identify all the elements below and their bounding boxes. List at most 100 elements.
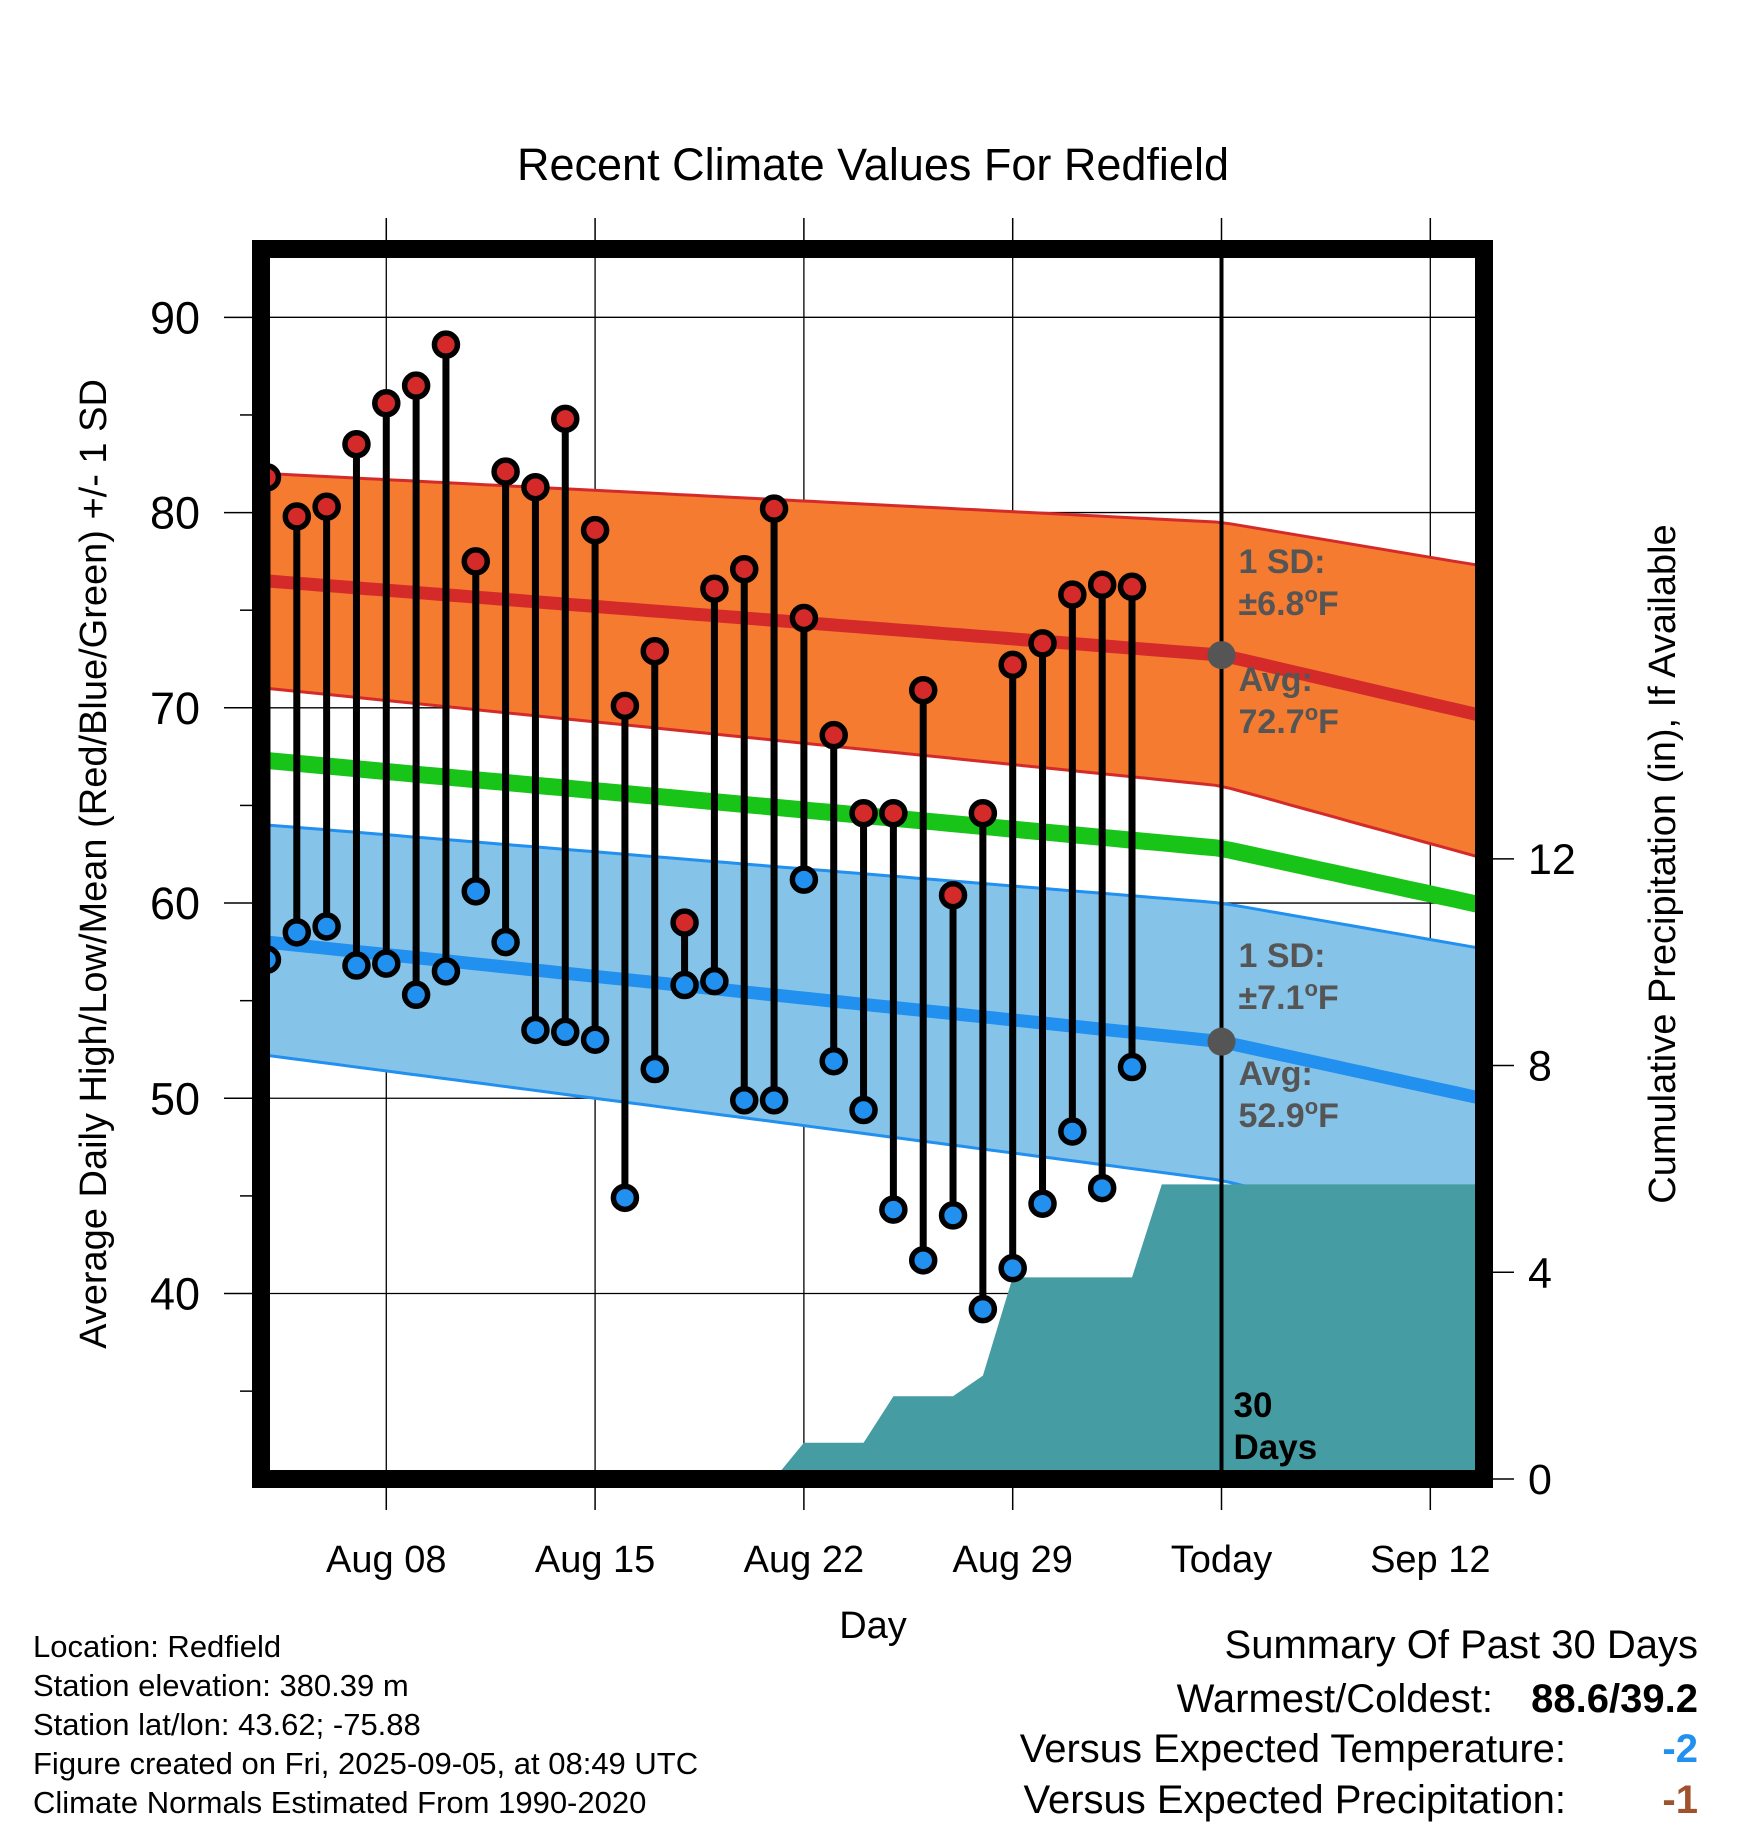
low-point: [998, 1253, 1027, 1283]
y-tick-label: 80: [150, 488, 200, 539]
axes: Aug 08 Aug 15 Aug 22 Aug 29 Today Sep 1240506…: [150, 292, 1576, 1581]
high-point: [700, 574, 729, 603]
y2-tick-label: 0: [1528, 1456, 1552, 1504]
low-point: [670, 970, 699, 1000]
low-point: [342, 951, 371, 980]
x-tick-label: Sep 12: [1370, 1539, 1490, 1581]
high-point: [789, 603, 819, 633]
low-point: [1117, 1052, 1147, 1082]
precipitation-area: [774, 1184, 1484, 1479]
low-band-upper-edge: [261, 823, 1484, 951]
high-point: [610, 691, 640, 721]
high-point: [282, 502, 312, 531]
low-point: [849, 1095, 878, 1125]
y-tick-label: 60: [150, 878, 200, 929]
high-point: [461, 547, 491, 576]
low-point: [372, 949, 401, 978]
low-point: [401, 980, 431, 1010]
low-point: [789, 865, 819, 894]
low-point: [461, 877, 491, 906]
high-band-upper-edge: [261, 471, 1484, 568]
y-tick-label: 70: [150, 683, 200, 734]
plot-frame: [252, 240, 1493, 1488]
low-point: [1150, 0, 1173, 12]
low-point: [431, 957, 461, 986]
high-point: [998, 650, 1027, 680]
low-point: [580, 1025, 610, 1054]
temp-label: Versus Expected Temperature:: [1020, 1727, 1566, 1771]
precipitation-fill: [774, 1184, 1484, 1479]
high-point: [1117, 572, 1147, 602]
temp-value: -2: [1662, 1727, 1698, 1771]
days-word: Days: [1234, 1428, 1318, 1467]
high-point: [849, 798, 878, 828]
daily-points: [261, 0, 1203, 1324]
x-tick-label: Aug 15: [535, 1539, 655, 1581]
low-point: [1058, 1117, 1087, 1146]
precip-value: -1: [1662, 1778, 1698, 1822]
high-band-lower-edge: [261, 686, 1484, 860]
x-tick-label: Today: [1171, 1539, 1272, 1581]
low-sd-label: 1 SD:: [1239, 937, 1326, 975]
high-point: [968, 798, 998, 828]
high-point: [879, 798, 908, 828]
elevation-text: Station elevation: 380.39 m: [33, 1668, 409, 1703]
high-point: [521, 472, 550, 502]
high-point: [1087, 570, 1117, 600]
created-text: Figure created on Fri, 2025-09-05, at 08…: [33, 1746, 698, 1781]
low-point: [1028, 1189, 1057, 1218]
high-point: [431, 330, 461, 359]
high-point: [729, 554, 759, 584]
low-normal-line: [261, 935, 1484, 1106]
low-point: [759, 1085, 789, 1115]
high-point: [1150, 0, 1173, 12]
high-point: [312, 492, 341, 521]
y-tick-label: 50: [150, 1073, 200, 1124]
high-point: [491, 457, 520, 486]
high-point: [938, 880, 968, 910]
low-point: [521, 1015, 550, 1045]
x-tick-label: Aug 29: [952, 1539, 1072, 1581]
low-sd-value: ±7.1oF: [1239, 976, 1339, 1017]
precip-label: Versus Expected Precipitation:: [1023, 1778, 1566, 1822]
chart-title: Recent Climate Values For Redfield: [517, 139, 1229, 190]
low-point: [1180, 0, 1203, 12]
x-tick-label: Aug 22: [744, 1539, 864, 1581]
low-point: [908, 1246, 938, 1275]
warm-cold-label: Warmest/Coldest:: [1177, 1677, 1493, 1721]
low-point: [938, 1201, 968, 1230]
y-tick-label: 40: [150, 1269, 200, 1320]
low-point: [1087, 1173, 1117, 1203]
y2-axis-label: Cumulative Precipitation (in), If Availa…: [1642, 524, 1684, 1203]
y-axis-label: Average Daily High/Low/Mean (Red/Blue/Gr…: [73, 379, 115, 1349]
low-point: [700, 966, 729, 996]
normals-text: Climate Normals Estimated From 1990-2020: [33, 1785, 646, 1820]
high-point: [819, 720, 848, 750]
station-info: Location: Redfield Station elevation: 38…: [33, 1629, 698, 1820]
low-point: [312, 912, 341, 941]
location-text: Location: Redfield: [33, 1629, 281, 1664]
high-avg-label: Avg:: [1239, 661, 1313, 699]
high-point: [342, 429, 371, 459]
high-point: [640, 636, 669, 666]
summary-panel: Summary Of Past 30 Days Warmest/Coldest:…: [1020, 1623, 1698, 1822]
plot-area: [261, 0, 1484, 1479]
y2-tick-label: 4: [1528, 1249, 1552, 1297]
high-point: [1028, 629, 1057, 658]
low-point: [729, 1085, 759, 1115]
x-tick-label: Aug 08: [326, 1539, 446, 1581]
warm-cold-value: 88.6/39.2: [1531, 1677, 1698, 1721]
low-point: [968, 1294, 998, 1324]
days-count: 30: [1234, 1386, 1273, 1425]
low-point: [491, 927, 520, 957]
high-point: [580, 515, 610, 545]
low-avg-value: 52.9oF: [1239, 1094, 1339, 1135]
low-point: [282, 918, 312, 947]
low-point: [819, 1046, 848, 1076]
y2-tick-label: 12: [1528, 836, 1576, 884]
top-tick-marks: [385, 218, 1432, 240]
high-avg-marker: [1207, 641, 1236, 670]
low-avg-marker: [1207, 1027, 1236, 1056]
